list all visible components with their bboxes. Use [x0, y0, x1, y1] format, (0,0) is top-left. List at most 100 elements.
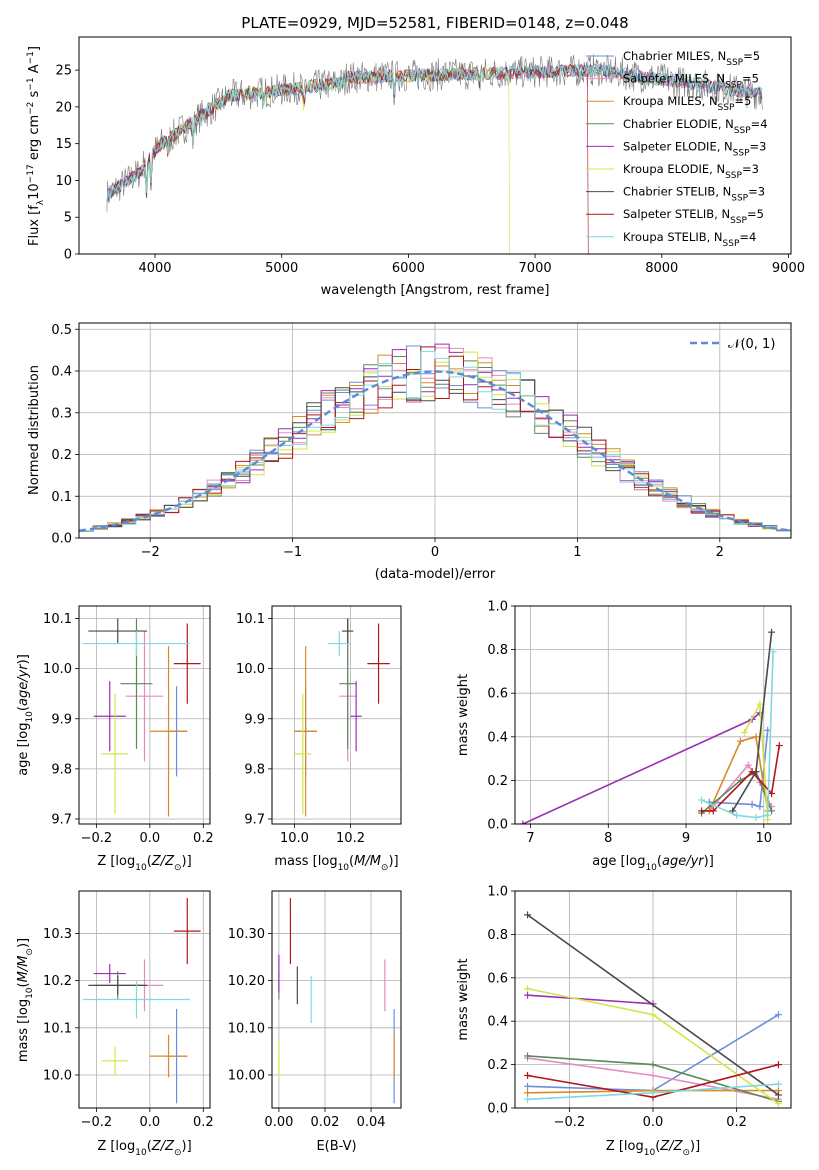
- legend-entry-salp_stelib: Salpeter STELIB, NSSP=5: [623, 207, 764, 226]
- panel-mass_vs_Z: −0.2 0.0 0.2 10.0 10.1 10.2 10.3 Z [log10(Z/Z⊙)…: [16, 890, 214, 1158]
- x-axis-label: E(B-V): [316, 1139, 356, 1154]
- x-tick-label: 1: [573, 545, 581, 560]
- x-tick-label: −0.2: [81, 831, 113, 846]
- model-spectrum-chab_stelib: [106, 63, 763, 202]
- y-tick-label: 0.4: [487, 730, 508, 745]
- y-tick-label: 0.1: [51, 490, 72, 505]
- x-axis-label: mass [log10(M/M⊙)]: [274, 854, 398, 873]
- y-tick-label: 9.7: [51, 812, 72, 827]
- axes-frame: [78, 322, 792, 539]
- x-axis-label: wavelength [Angstrom, rest frame]: [321, 283, 550, 298]
- y-tick-label: 10.1: [236, 612, 265, 627]
- axes-frame: [514, 605, 792, 825]
- legend-entry-chab_miles: Chabrier MILES, NSSP=5: [623, 49, 760, 68]
- y-axis-label: Normed distribution: [27, 365, 42, 495]
- spectrum-legend: Chabrier MILES, NSSP=5 Salpeter MILES, NS…: [586, 49, 768, 249]
- axes-frame: [78, 890, 211, 1109]
- y-tick-label: 9.8: [244, 762, 265, 777]
- x-tick-label: −0.2: [81, 1115, 113, 1130]
- legend-entry-krou_stelib: Kroupa STELIB, NSSP=4: [623, 230, 756, 249]
- weight-line-salp_elodie: [527, 994, 654, 1005]
- x-tick-label: 0.2: [726, 1115, 747, 1130]
- axes-frame: [78, 36, 792, 255]
- y-tick-label: 10.3: [43, 927, 72, 942]
- weight-line-chab_stelib: [527, 914, 779, 1096]
- y-tick-label: 5: [64, 211, 72, 226]
- y-tick-label: 0.5: [51, 323, 72, 338]
- y-tick-label: 0.8: [487, 643, 508, 658]
- x-tick-label: 9000: [772, 261, 805, 276]
- x-axis-label: Z [log10(Z/Z⊙)]: [97, 854, 191, 873]
- panel-age_vs_Z: −0.2 0.0 0.2 9.7 9.8 9.9 10.0 10.1 Z [log10(Z/Z⊙…: [16, 605, 214, 873]
- x-axis-label: age [log10(age/yr)]: [592, 854, 714, 873]
- y-tick-label: 0.2: [51, 448, 72, 463]
- x-tick-label: 0.04: [357, 1115, 386, 1130]
- plot-area: [524, 911, 782, 1108]
- x-tick-label: 8: [604, 831, 612, 846]
- y-tick-label: 10.0: [43, 1068, 72, 1083]
- panel-weight_vs_age: 7 8 9 10 0.0 0.2 0.4 0.6 0.8 1.0 age [log10(age/yr…: [456, 600, 792, 873]
- y-axis-label: mass weight: [456, 958, 471, 1040]
- x-tick-label: −1: [283, 545, 302, 560]
- y-tick-label: 0.8: [487, 928, 508, 943]
- histogram-krou_stelib: [79, 350, 791, 532]
- x-tick-label: 2: [716, 545, 724, 560]
- y-tick-label: 15: [55, 137, 72, 152]
- x-tick-label: 0.00: [264, 1115, 293, 1130]
- y-tick-label: 0.6: [487, 687, 508, 702]
- weight-line-krou_miles: [708, 735, 769, 812]
- y-tick-label: 10: [55, 174, 72, 189]
- panel-spectrum: 4000 5000 6000 7000 8000 9000 0 5 10 15 20 25 wavele…: [26, 36, 805, 298]
- plot-area: [83, 898, 201, 1104]
- plot-area: [106, 54, 764, 254]
- x-tick-label: 0.02: [311, 1115, 340, 1130]
- y-tick-label: 10.2: [43, 974, 72, 989]
- y-tick-label: 0.4: [487, 1015, 508, 1030]
- legend-entry-salp_miles: Salpeter MILES, NSSP=5: [623, 72, 759, 91]
- legend-entry-chab_elodie: Chabrier ELODIE, NSSP=4: [623, 117, 768, 136]
- y-tick-label: 0.0: [487, 818, 508, 833]
- panel-weight_vs_Z: −0.2 0.0 0.2 0.0 0.2 0.4 0.6 0.8 1.0 Z [log10(Z/Z…: [456, 885, 792, 1158]
- plot-area: [294, 618, 390, 817]
- x-tick-label: 0.0: [643, 1115, 664, 1130]
- y-tick-label: 10.10: [228, 1021, 265, 1036]
- panel-age_vs_mass: 10.0 10.2 9.7 9.8 9.9 10.0 10.1 mass [log10(M/M…: [236, 605, 402, 873]
- y-tick-label: 1.0: [487, 600, 508, 615]
- y-tick-label: 9.9: [51, 712, 72, 727]
- y-axis-label: Flux [fλ10−17 erg cm−2 s−1 A−1]: [26, 46, 46, 246]
- x-tick-label: 7: [526, 831, 534, 846]
- x-tick-label: 10: [756, 831, 773, 846]
- x-tick-label: −0.2: [554, 1115, 586, 1130]
- x-tick-label: 9: [682, 831, 690, 846]
- x-tick-label: 7000: [519, 261, 552, 276]
- axes-frame: [271, 605, 402, 825]
- legend-entry-normal: 𝒩(0, 1): [728, 337, 775, 352]
- x-tick-label: 0.2: [193, 831, 214, 846]
- y-tick-label: 10.1: [43, 1021, 72, 1036]
- x-tick-label: 0.0: [140, 1115, 161, 1130]
- x-tick-label: 4000: [138, 261, 171, 276]
- x-axis-label: (data-model)/error: [375, 567, 496, 582]
- plot-area: [79, 343, 791, 532]
- y-tick-label: 9.7: [244, 812, 265, 827]
- y-tick-label: 10.1: [43, 612, 72, 627]
- x-tick-label: 5000: [265, 261, 298, 276]
- y-tick-label: 0.2: [487, 1058, 508, 1073]
- y-axis-label: age [log10(age/yr)]: [16, 654, 35, 776]
- y-tick-label: 0.4: [51, 365, 72, 380]
- y-tick-label: 10.0: [43, 662, 72, 677]
- y-tick-label: 25: [55, 64, 72, 79]
- y-tick-label: 0.0: [487, 1102, 508, 1117]
- axes-frame: [78, 605, 211, 825]
- y-tick-label: 0.3: [51, 406, 72, 421]
- y-tick-label: 20: [55, 100, 72, 115]
- x-tick-label: 10.2: [336, 831, 365, 846]
- x-tick-label: 0.0: [140, 831, 161, 846]
- x-tick-label: 8000: [645, 261, 678, 276]
- weight-line-salp_elodie: [522, 712, 761, 824]
- y-tick-label: 10.20: [228, 974, 265, 989]
- x-tick-label: 10.0: [280, 831, 309, 846]
- y-tick-label: 9.9: [244, 712, 265, 727]
- axes-frame: [514, 890, 792, 1109]
